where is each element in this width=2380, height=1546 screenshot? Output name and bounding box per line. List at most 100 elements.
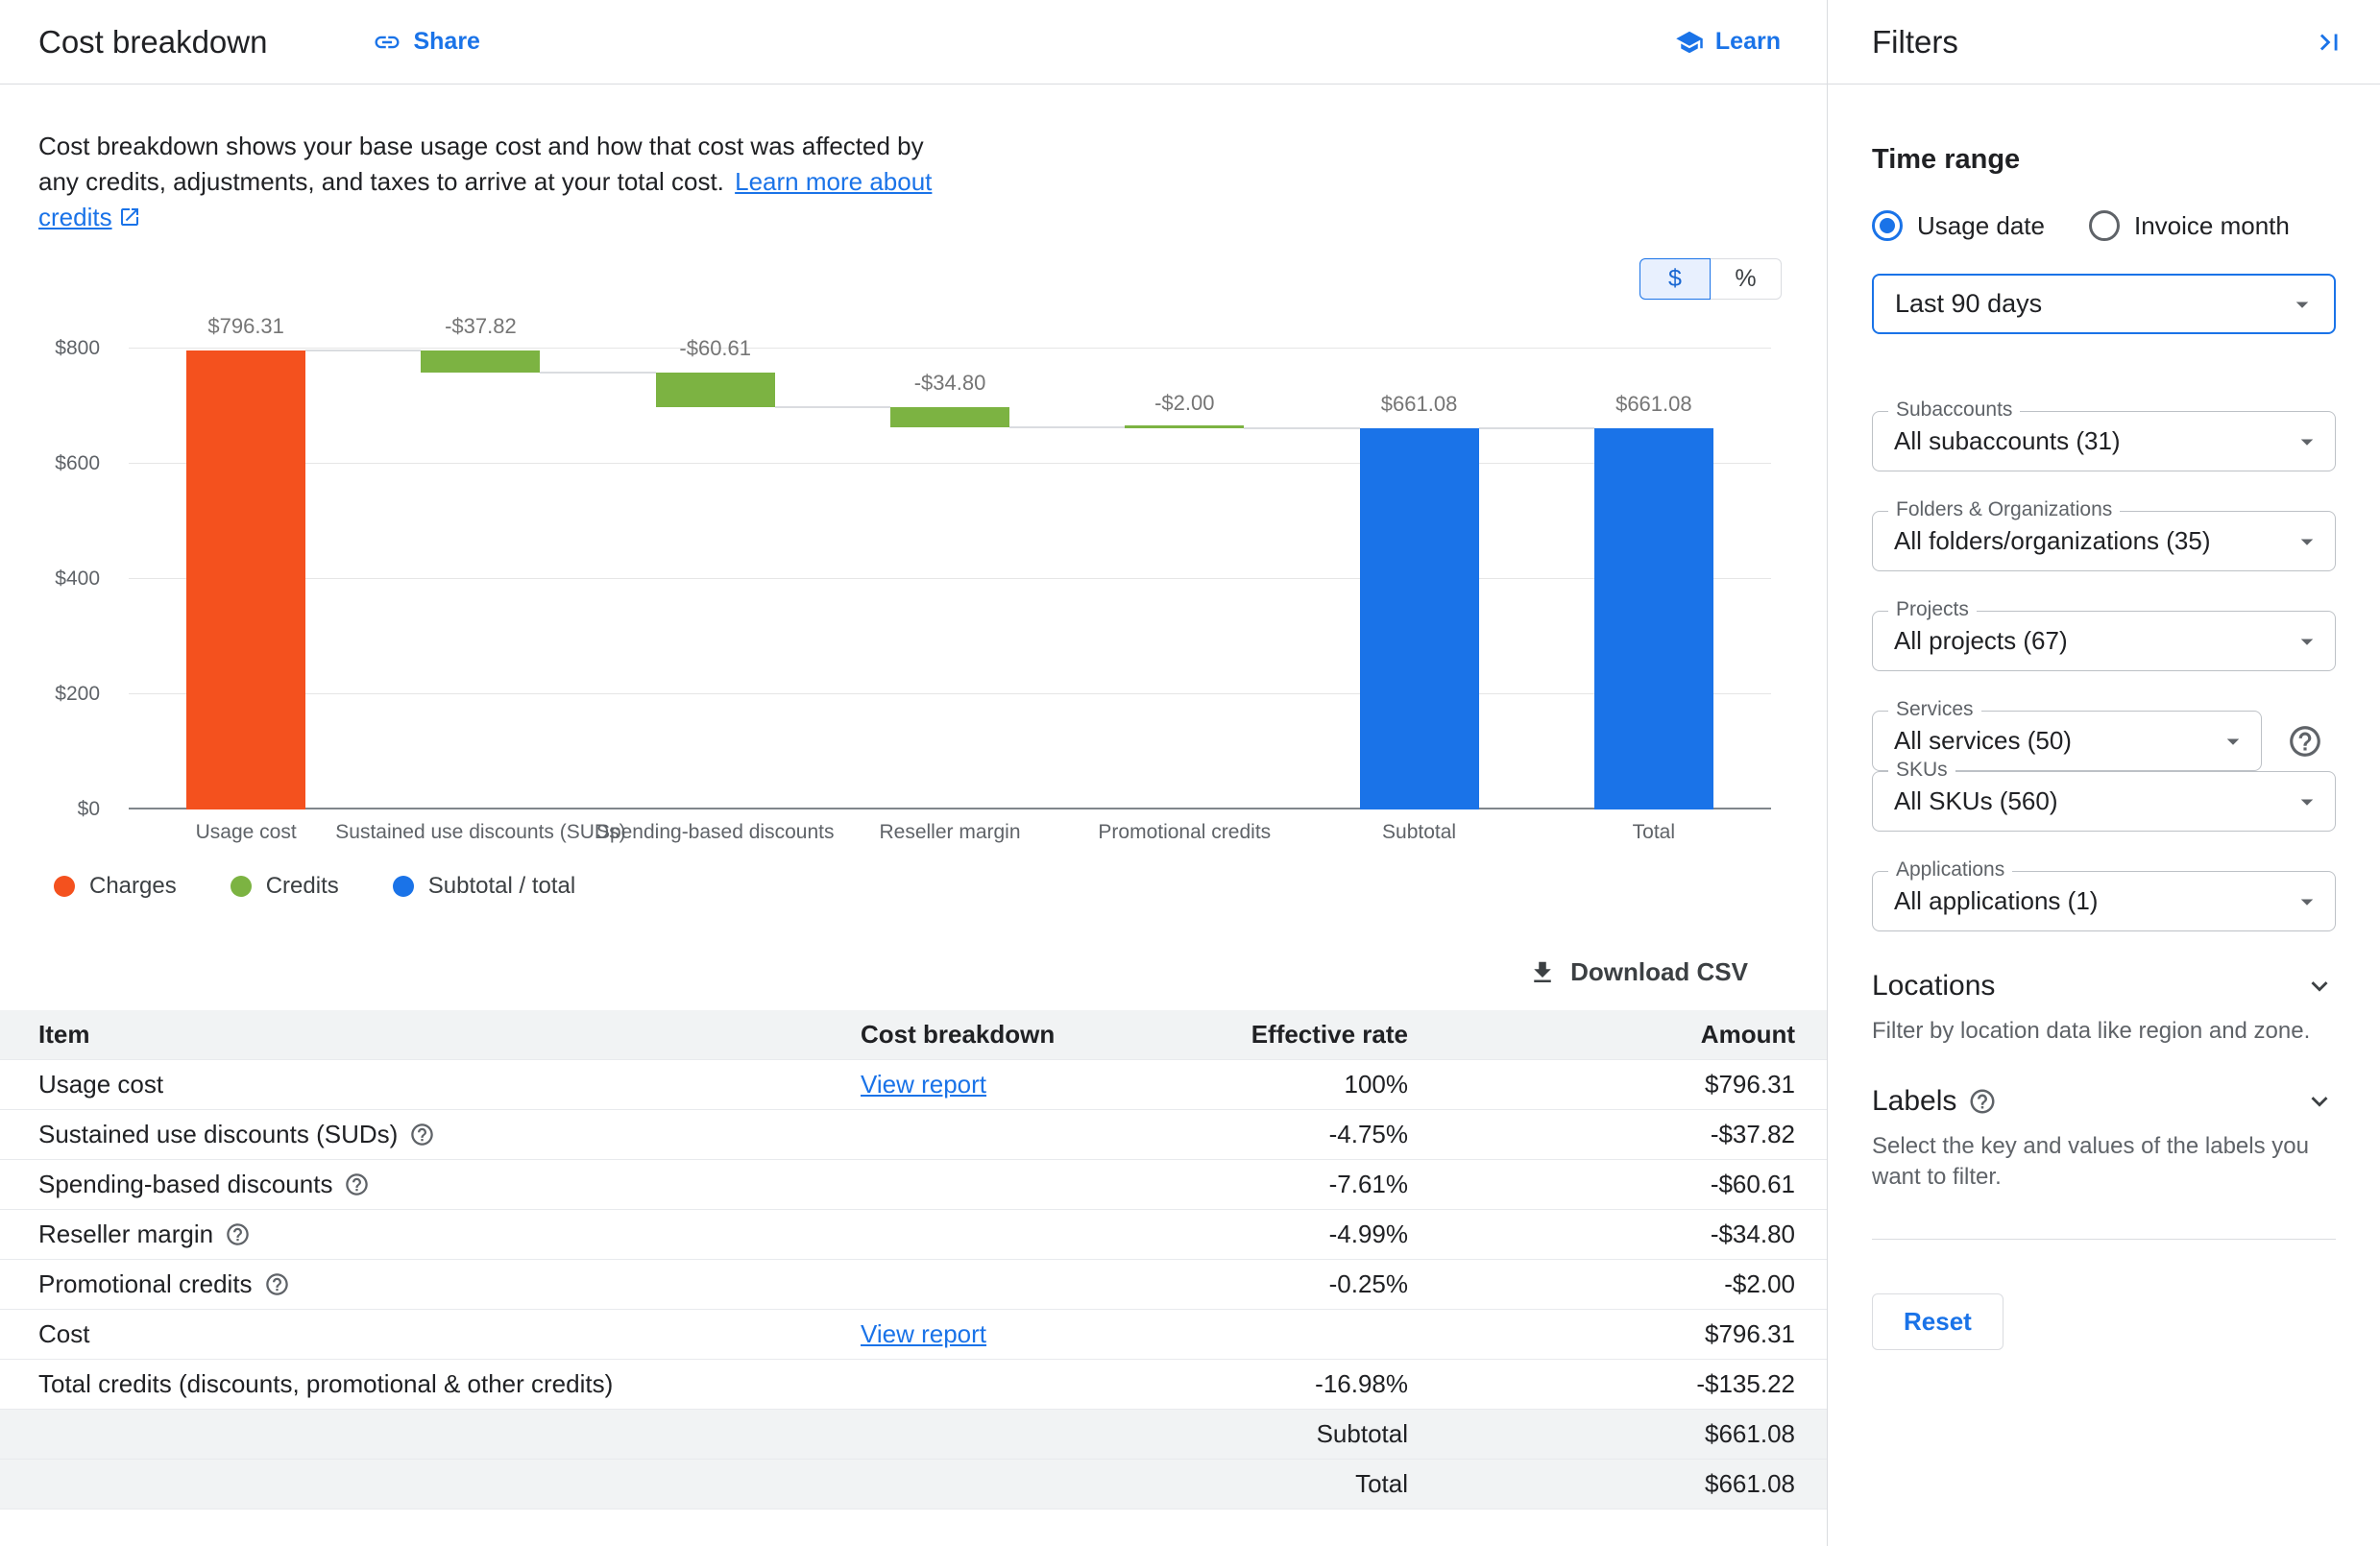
- time-range-select[interactable]: Last 90 days: [1872, 274, 2336, 334]
- help-icon[interactable]: [1968, 1087, 1997, 1116]
- gridline: [129, 693, 1771, 694]
- x-tick-label: Usage cost: [195, 821, 297, 843]
- radio-unselected-icon: [2088, 210, 2120, 241]
- x-tick-label: Reseller margin: [879, 821, 1021, 843]
- table-row-total: Total $661.08: [0, 1460, 1827, 1510]
- field-value: All projects (67): [1894, 626, 2068, 655]
- bar-value-label: $661.08: [1380, 392, 1458, 417]
- row-item: Total credits (discounts, promotional & …: [38, 1369, 614, 1398]
- table-row-total-credits: Total credits (discounts, promotional & …: [0, 1360, 1827, 1410]
- row-amount: $796.31: [1705, 1070, 1795, 1099]
- row-rate: -16.98%: [1315, 1369, 1408, 1398]
- dropdown-arrow-icon: [2295, 302, 2309, 308]
- reset-button[interactable]: Reset: [1872, 1293, 2004, 1350]
- row-rate: -4.99%: [1328, 1220, 1408, 1248]
- x-tick-label: Sustained use discounts (SUDs): [335, 821, 626, 843]
- locations-section-header[interactable]: Locations: [1872, 970, 2336, 1002]
- dropdown-arrow-icon: [2300, 539, 2314, 545]
- row-amount: -$60.61: [1710, 1170, 1795, 1198]
- gridline: [129, 578, 1771, 579]
- download-row: Download CSV: [0, 952, 1750, 993]
- help-icon[interactable]: [2287, 723, 2323, 760]
- help-icon[interactable]: [344, 1172, 370, 1197]
- dropdown-arrow-icon: [2300, 799, 2314, 806]
- field-label: Projects: [1888, 598, 1977, 621]
- page-header: Cost breakdown Share Learn: [0, 0, 1827, 85]
- dropdown-arrow-icon: [2226, 738, 2240, 745]
- folders-organizations-select[interactable]: Folders & Organizations All folders/orga…: [1872, 498, 2336, 571]
- field-value: All folders/organizations (35): [1894, 526, 2211, 555]
- main-panel: Cost breakdown Share Learn Cost breakdow…: [0, 0, 1828, 1546]
- chart-bar-reseller-margin[interactable]: [890, 407, 1009, 428]
- col-cost-breakdown: Cost breakdown: [861, 1020, 1056, 1049]
- table-row-cost: Cost View report $796.31: [0, 1310, 1827, 1360]
- gridline: [129, 463, 1771, 464]
- subaccounts-select[interactable]: Subaccounts All subaccounts (31): [1872, 399, 2336, 471]
- unit-toggle: $ %: [0, 258, 1782, 300]
- chart-bar-promotional-credits[interactable]: [1125, 425, 1245, 429]
- filters-content: Time range Usage date Invoice month Last…: [1828, 85, 2380, 1546]
- legend-label: Subtotal / total: [427, 873, 576, 899]
- waterfall-chart: $0 $200 $400 $600 $800 $796.31 -$37.82 -$60.61 -…: [55, 314, 1771, 820]
- chart-bar-subtotal[interactable]: [1359, 428, 1479, 809]
- help-icon[interactable]: [409, 1122, 435, 1147]
- applications-select[interactable]: Applications All applications (1): [1872, 858, 2336, 931]
- table-header-row: Item Cost breakdown Effective rate Amoun…: [0, 1010, 1827, 1060]
- skus-select[interactable]: SKUs All SKUs (560): [1872, 759, 2336, 832]
- share-link-icon: [375, 36, 400, 48]
- page-title: Cost breakdown: [38, 23, 268, 60]
- radio-invoice-month[interactable]: Invoice month: [2088, 210, 2290, 241]
- help-icon[interactable]: [264, 1271, 290, 1297]
- bar-value-label: -$60.61: [679, 335, 752, 360]
- table-row-promotional-credits: Promotional credits -0.25% -$2.00: [0, 1260, 1827, 1310]
- view-report-link[interactable]: View report: [861, 1319, 987, 1348]
- download-csv-button[interactable]: Download CSV: [1526, 952, 1750, 993]
- legend-dot: [392, 876, 414, 897]
- row-rate: -7.61%: [1328, 1170, 1408, 1198]
- share-button[interactable]: Share: [373, 28, 480, 57]
- row-amount: $661.08: [1705, 1469, 1795, 1498]
- labels-section-header[interactable]: Labels: [1872, 1085, 2336, 1118]
- divider: [1872, 1239, 2336, 1240]
- field-label: Subaccounts: [1888, 399, 2021, 422]
- row-item: Spending-based discounts: [38, 1170, 333, 1198]
- help-icon[interactable]: [225, 1221, 251, 1247]
- x-tick-label: Total: [1632, 821, 1676, 843]
- waterfall-connector: [774, 406, 890, 409]
- y-tick-label: $0: [77, 798, 100, 820]
- projects-select[interactable]: Projects All projects (67): [1872, 598, 2336, 671]
- bar-value-label: -$34.80: [913, 371, 986, 396]
- bar-value-label: -$37.82: [445, 314, 517, 339]
- learn-more-credits-link[interactable]: Learn more about credits: [38, 167, 933, 231]
- collapse-panel-button[interactable]: [2313, 26, 2345, 59]
- row-rate: 100%: [1344, 1070, 1409, 1099]
- dollar-toggle-button[interactable]: $: [1639, 258, 1711, 300]
- y-tick-label: $600: [55, 452, 100, 474]
- waterfall-connector: [1009, 426, 1126, 429]
- filters-header: Filters: [1828, 0, 2380, 85]
- y-tick-label: $400: [55, 568, 100, 590]
- row-item: Cost: [38, 1319, 90, 1348]
- legend-item-credit: Credits: [230, 873, 339, 900]
- row-rate: -4.75%: [1328, 1120, 1408, 1148]
- legend-dot: [230, 876, 252, 897]
- chart-bar-usage-cost[interactable]: [186, 350, 306, 809]
- percent-toggle-button[interactable]: %: [1711, 258, 1782, 300]
- chart-bar-total[interactable]: [1593, 428, 1713, 809]
- chart-bar-spending-based-discounts[interactable]: [655, 372, 775, 408]
- view-report-link[interactable]: View report: [861, 1070, 987, 1099]
- radio-usage-date[interactable]: Usage date: [1872, 210, 2045, 241]
- row-amount: $661.08: [1705, 1419, 1795, 1448]
- x-tick-label: Spending-based discounts: [595, 821, 835, 843]
- field-value: All subaccounts (31): [1894, 426, 2121, 455]
- chart-bar-sustained-use-discounts-suds-[interactable]: [421, 350, 541, 373]
- description-text: Cost breakdown shows your base usage cos…: [38, 132, 924, 196]
- learn-icon: [1676, 31, 1703, 53]
- x-axis-line: [129, 808, 1771, 809]
- legend-label: Credits: [265, 873, 339, 899]
- dropdown-arrow-icon: [2300, 639, 2314, 645]
- download-icon: [1534, 961, 1551, 982]
- gridline: [129, 348, 1771, 349]
- learn-button[interactable]: Learn: [1675, 28, 1781, 57]
- bar-value-label: $796.31: [207, 314, 284, 339]
